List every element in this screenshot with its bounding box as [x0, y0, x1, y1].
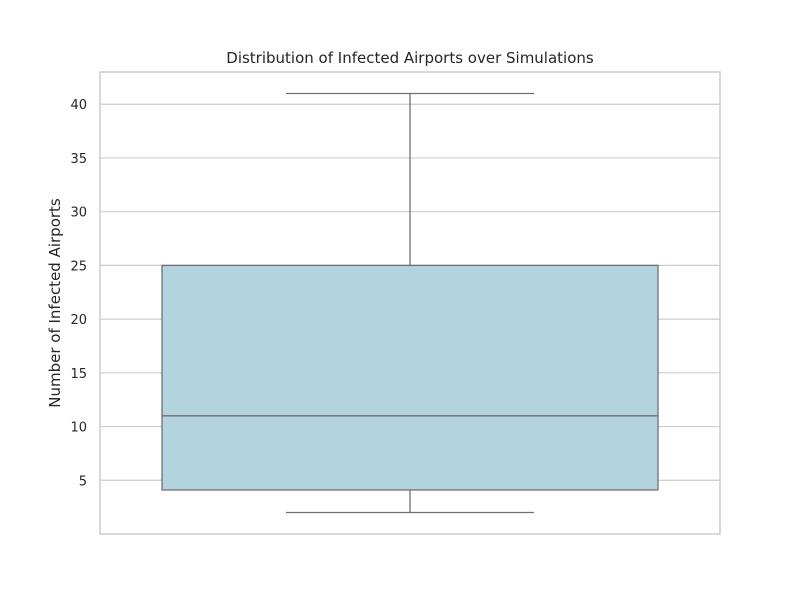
- box-group: [161, 92, 659, 514]
- y-tick-label-25: 25: [70, 259, 87, 274]
- y-tick-label-20: 20: [70, 313, 87, 328]
- iqr-box: [161, 264, 659, 491]
- chart-title: Distribution of Infected Airports over S…: [226, 49, 594, 67]
- y-tick-label-30: 30: [70, 206, 87, 221]
- y-tick-label-40: 40: [70, 98, 87, 113]
- y-tick-label-35: 35: [70, 152, 87, 167]
- y-tick-labels: 5 10 15 20 25 30 35 40: [70, 98, 87, 489]
- y-axis-label: Number of Infected Airports: [46, 198, 64, 408]
- y-tick-label-10: 10: [70, 421, 87, 436]
- plot-frame: [99, 71, 721, 535]
- y-tick-label-5: 5: [79, 474, 87, 489]
- y-tick-label-15: 15: [70, 367, 87, 382]
